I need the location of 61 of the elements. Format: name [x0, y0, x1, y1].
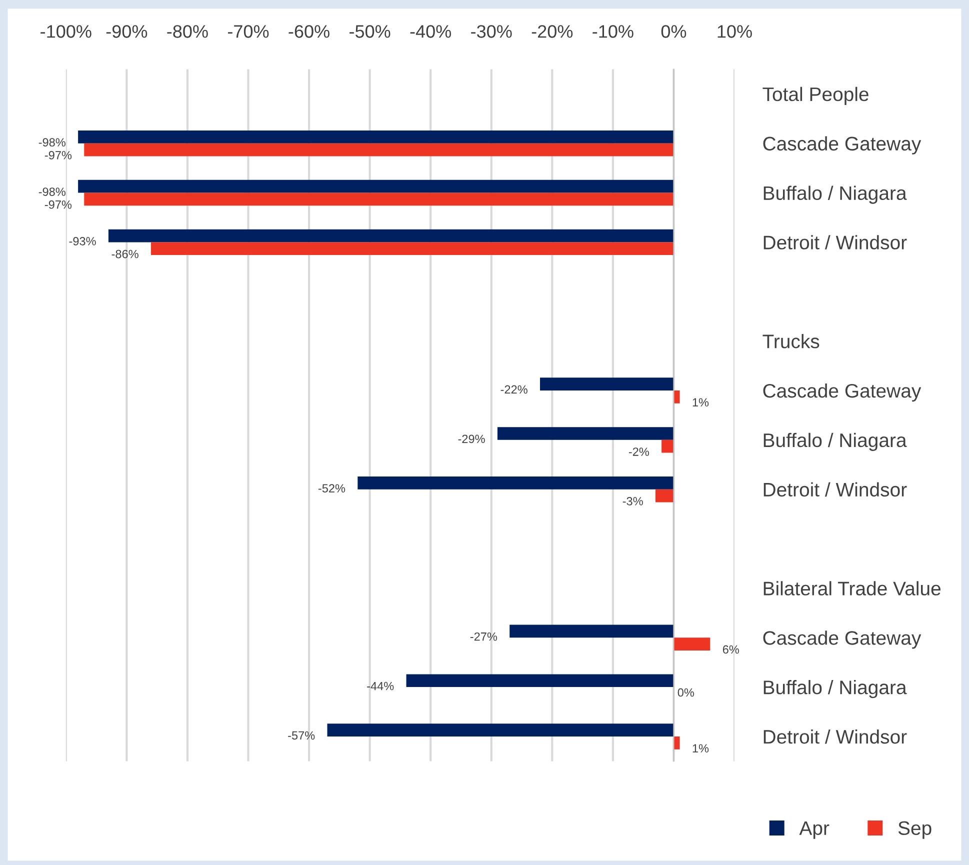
x-tick-label: -40%	[410, 25, 452, 38]
bar	[674, 390, 680, 404]
bar	[327, 724, 674, 736]
data-label: -97%	[44, 200, 72, 209]
data-label: -22%	[500, 385, 528, 394]
x-tick-label: -70%	[228, 25, 269, 38]
x-tick-label: -60%	[288, 25, 330, 38]
bar	[84, 143, 674, 156]
y-tick-label: Detroit / Windsor	[764, 482, 907, 497]
data-label: -93%	[69, 237, 96, 246]
y-tick-label: Buffalo / Niagara	[764, 186, 907, 204]
y-tick-label: Bilateral Trade Value	[764, 581, 940, 596]
y-tick-label: Buffalo / Niagara	[764, 680, 907, 698]
bar	[497, 427, 674, 440]
y-tick-label: Trucks	[762, 334, 820, 348]
data-label: -86%	[112, 250, 138, 258]
bar	[150, 242, 674, 256]
y-tick-label: Total People	[762, 86, 868, 105]
bar	[510, 624, 674, 638]
x-tick-label: 0%	[661, 25, 686, 38]
data-label: 1%	[692, 744, 709, 752]
y-tick-label: Cascade Gateway	[763, 630, 922, 649]
bar	[406, 674, 674, 688]
bar	[674, 736, 680, 750]
bar	[662, 440, 674, 453]
bar	[108, 229, 674, 242]
data-label: -52%	[318, 484, 346, 493]
data-label: -57%	[288, 731, 315, 740]
data-label: 6%	[722, 645, 739, 654]
data-label: -44%	[367, 682, 394, 690]
data-label: -2%	[628, 448, 649, 456]
data-label: -29%	[458, 434, 485, 444]
y-tick-label: Cascade Gateway	[763, 383, 922, 402]
bar	[655, 489, 674, 502]
x-tick-label: -20%	[532, 25, 573, 38]
bar	[78, 130, 674, 144]
bar	[540, 378, 674, 390]
data-label: 1%	[692, 398, 709, 406]
x-tick-label: -30%	[471, 25, 512, 38]
data-label: -97%	[44, 151, 72, 160]
x-tick-label: -90%	[106, 25, 148, 38]
x-tick-label: 10%	[718, 25, 752, 38]
data-label: -27%	[470, 632, 498, 641]
x-tick-label: -10%	[592, 25, 634, 38]
legend-label: Sep	[898, 821, 932, 839]
x-tick-label: -50%	[350, 25, 390, 38]
bar	[674, 638, 710, 650]
x-tick-label: -100%	[40, 25, 92, 38]
bar	[358, 476, 674, 490]
data-label: -3%	[622, 497, 643, 506]
bar	[84, 192, 674, 206]
x-tick-label: -80%	[167, 25, 208, 38]
y-tick-label: Cascade Gateway	[763, 136, 922, 154]
legend-label: Apr	[799, 821, 830, 839]
y-tick-label: Buffalo / Niagara	[764, 432, 907, 451]
bar	[78, 180, 674, 193]
data-label: -98%	[38, 138, 66, 147]
y-tick-label: Detroit / Windsor	[764, 729, 907, 744]
data-label: 0%	[678, 688, 694, 697]
data-label: -98%	[38, 188, 66, 196]
y-tick-label: Detroit / Windsor	[764, 235, 907, 250]
